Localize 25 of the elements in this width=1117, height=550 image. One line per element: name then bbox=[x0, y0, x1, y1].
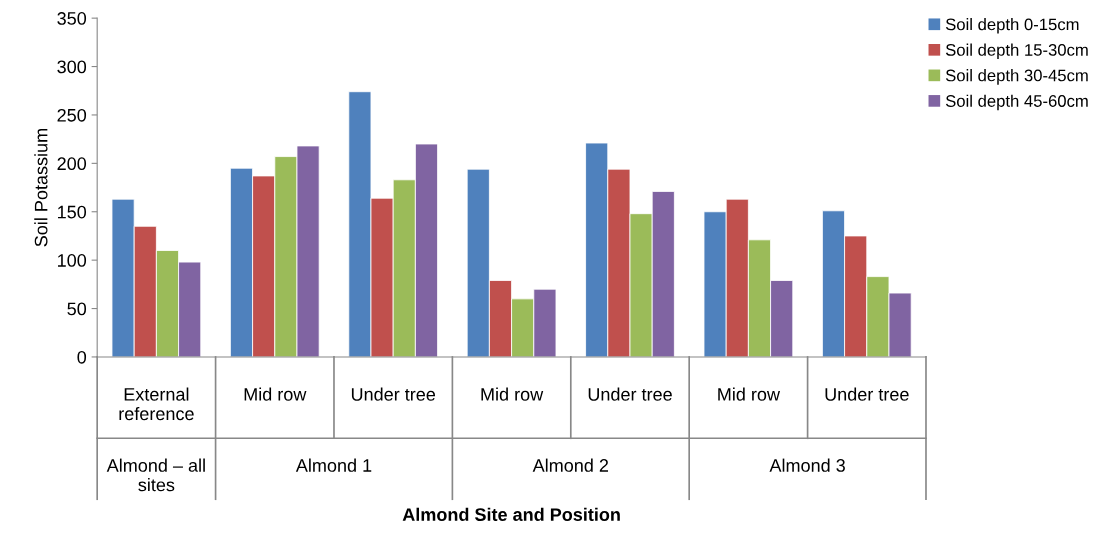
text: Almond 1 bbox=[295, 458, 372, 472]
y-tick-label: 250 bbox=[57, 108, 87, 122]
x-tick-label: Under tree bbox=[588, 387, 672, 401]
x-tick-label: Under tree bbox=[825, 387, 909, 401]
y-tick-label: 200 bbox=[57, 157, 87, 171]
x-tick-label: Under tree bbox=[351, 387, 436, 401]
x-tick-label: Mid row bbox=[481, 387, 544, 401]
legend-label: Soil depth 0-15cm bbox=[945, 18, 1079, 34]
y-tick-label: 150 bbox=[58, 205, 87, 219]
text: Almond 2 bbox=[532, 458, 609, 472]
text: Almond 3 bbox=[769, 458, 845, 472]
y-tick-label: 50 bbox=[67, 302, 87, 316]
y-tick-label: 100 bbox=[58, 254, 87, 267]
y-axis-title: Soil Potassium bbox=[34, 129, 48, 247]
x-tick-label: External reference bbox=[119, 387, 194, 421]
legend-label: Soil depth 30-45cm bbox=[945, 69, 1088, 85]
y-tick-label: 300 bbox=[57, 60, 87, 74]
legend-label: Soil depth 15-30cm bbox=[945, 43, 1088, 60]
legend-label: Soil depth 45-60cm bbox=[945, 94, 1088, 111]
y-tick-label: 0 bbox=[77, 350, 87, 364]
x-tick-label: Mid row bbox=[244, 387, 307, 401]
text: Almond – all sites bbox=[106, 458, 205, 492]
y-tick-label: 350 bbox=[57, 12, 87, 25]
x-tick-label: Mid row bbox=[718, 387, 781, 401]
x-axis-title: Almond Site and Position bbox=[402, 507, 620, 521]
